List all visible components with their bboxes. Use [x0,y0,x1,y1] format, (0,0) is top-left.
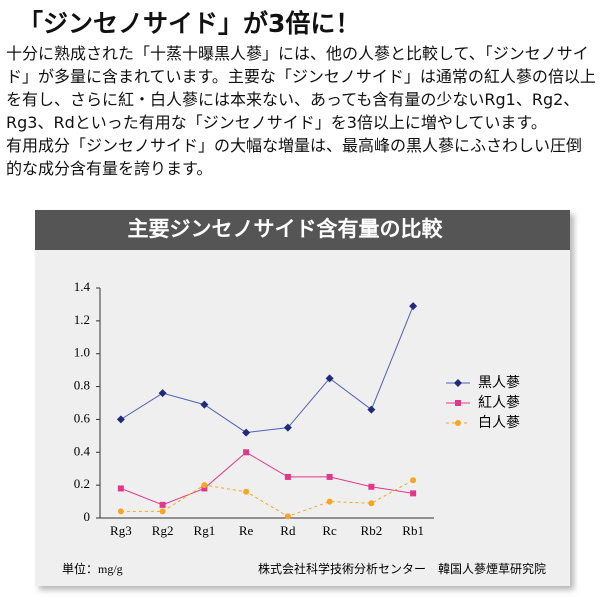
heading: 「ジンセノサイド」が3倍に！ [18,9,361,38]
chart-title: 主要ジンセノサイド含有量の比較 [128,217,444,241]
data-point [201,482,208,489]
y-tick-label: 1.2 [74,312,90,327]
series-line [120,479,414,517]
data-point [284,513,291,520]
data-point [200,400,209,409]
legend-marker [454,379,462,387]
x-tick-label: Rg2 [152,523,174,538]
series-line [120,305,414,434]
paragraph: 十分に熟成された「十蒸十曝黒人蔘」には、他の人蔘と比較して、「ジンセノサイド」が… [6,44,596,132]
data-point [326,498,333,505]
chart-header [35,210,570,250]
source-note: 株式会社科学技術分析センター 韓国人蔘煙草研究院 [258,561,546,576]
y-tick-label: 0.2 [74,476,90,491]
data-point [117,485,124,492]
x-tick-label: Rc [322,523,337,538]
data-point [368,483,375,490]
body-text: 十分に熟成された「十蒸十曝黒人蔘」には、他の人蔘と比較して、「ジンセノサイド」が… [6,42,596,180]
data-point [243,488,250,495]
x-tick-label: Rd [280,523,296,538]
data-point [325,374,334,383]
data-point [243,449,250,456]
data-point [410,490,417,497]
data-point [116,415,125,424]
data-point [409,302,418,311]
y-tick-label: 1.4 [74,279,91,294]
chart: 主要ジンセノサイド含有量の比較 単位：mg/g 株式会社科学技術分析センター 韓… [35,210,570,586]
y-tick-label: 0.8 [74,378,90,393]
x-tick-label: Rg1 [194,523,216,538]
data-point [117,508,124,515]
x-tick-label: Rb2 [361,523,383,538]
legend-label: 白人蔘 [478,415,520,431]
data-point [326,473,333,480]
x-tick-label: Rg3 [110,523,132,538]
data-point [283,423,292,432]
unit-note: 単位：mg/g [62,561,123,576]
data-point [158,389,167,398]
data-point [159,508,166,515]
legend-label: 黒人蔘 [478,375,520,391]
legend-marker [455,420,461,426]
x-tick-label: Re [239,523,254,538]
legend-label: 紅人蔘 [478,395,520,411]
data-point [201,485,208,492]
paragraph: 有用成分「ジンセノサイド」の大幅な増量は、最高峰の黒人蔘にふさわしい圧倒的な成分… [6,136,583,178]
x-tick-label: Rb1 [402,523,424,538]
data-point [368,500,375,507]
data-point [159,501,166,508]
series-line [120,451,414,506]
y-tick-label: 0.4 [74,443,91,458]
y-tick-label: 1.0 [74,345,90,360]
chart-panel [35,210,570,586]
legend-marker [455,400,461,406]
y-tick-label: 0.6 [74,410,91,425]
data-point [367,405,376,414]
data-point [410,477,417,484]
y-tick-label: 0 [84,509,91,524]
data-point [284,473,291,480]
data-point [242,428,251,437]
